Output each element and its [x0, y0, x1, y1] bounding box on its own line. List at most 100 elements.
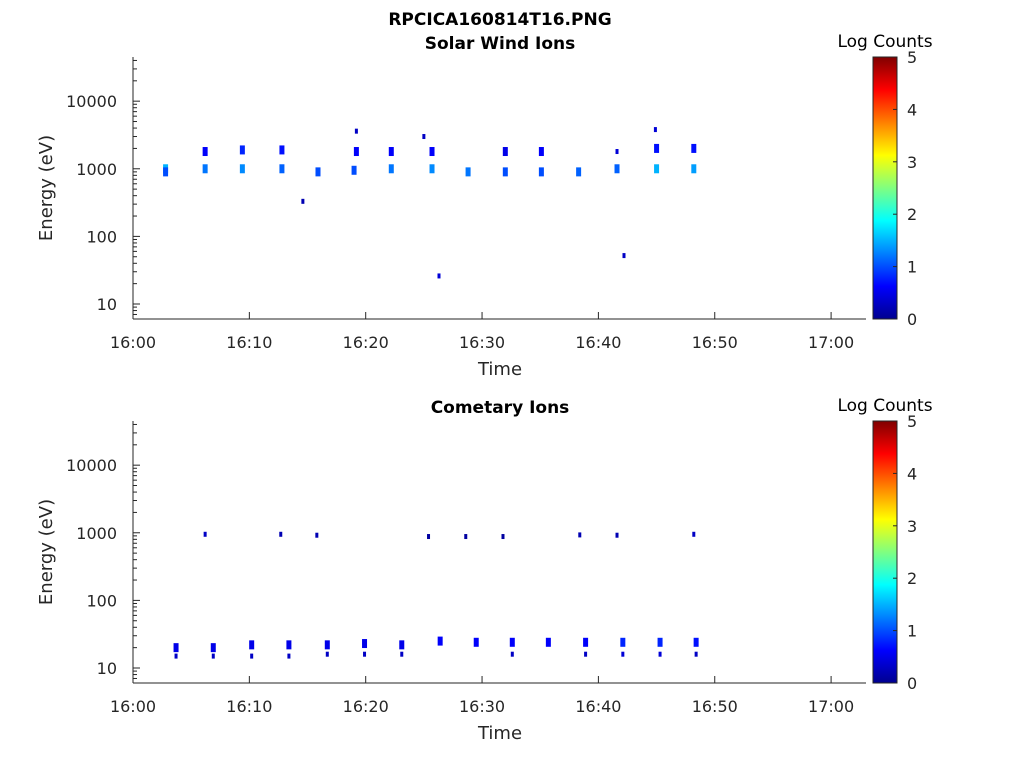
heatmap-cell [351, 165, 357, 175]
heatmap-cell [693, 637, 699, 647]
heatmap-cell [239, 164, 245, 174]
heatmap-cell [620, 637, 626, 647]
heatmap-cell [437, 273, 441, 279]
x-axis-label: Time [477, 359, 522, 380]
heatmap-cell [691, 164, 697, 174]
heatmap-cell [427, 534, 431, 540]
heatmap-cell [691, 143, 697, 153]
y-tick-label: 10000 [66, 456, 117, 475]
heatmap-cell [202, 164, 208, 174]
heatmap-cell [173, 643, 179, 653]
colorbar-tick-label: 2 [907, 205, 917, 224]
heatmap-cell [621, 651, 625, 657]
colorbar-tick-label: 0 [907, 310, 917, 329]
x-tick-label: 16:00 [110, 697, 156, 716]
y-tick-label: 10 [97, 659, 117, 678]
x-tick-label: 16:00 [110, 333, 156, 352]
colorbar-tick-label: 1 [907, 622, 917, 641]
heatmap-cell [202, 147, 208, 157]
colorbar-tick-label: 5 [907, 412, 917, 431]
colorbar-tick-label: 4 [907, 100, 917, 119]
heatmap-cell [354, 128, 358, 134]
panel-1: 16:00 16:10 16:20 16:30 16:40 16:50 17:0010100… [36, 32, 933, 380]
heatmap-cell [545, 637, 551, 647]
heatmap-cell [583, 637, 589, 647]
heatmap-cell [353, 147, 359, 157]
x-tick-label: 16:20 [343, 697, 389, 716]
x-tick-label: 16:50 [692, 697, 738, 716]
heatmap-cell [279, 145, 285, 155]
heatmap-cell [301, 198, 305, 204]
heatmap-cell [279, 531, 283, 537]
colorbar-tick-label: 4 [907, 464, 917, 483]
heatmap-cell [578, 532, 582, 538]
x-tick-label: 16:10 [226, 333, 272, 352]
x-tick-label: 17:00 [808, 697, 854, 716]
heatmap-cell [429, 164, 435, 174]
heatmap-cell [324, 640, 330, 650]
heatmap-cell [210, 643, 216, 653]
colorbar-label: Log Counts [837, 32, 932, 52]
colorbar [872, 420, 898, 684]
heatmap-cell [362, 639, 368, 649]
y-tick-label: 10 [97, 295, 117, 314]
heatmap-cell [429, 147, 435, 157]
heatmap-cell [400, 651, 404, 657]
heatmap-cell [694, 651, 698, 657]
heatmap-cell [658, 651, 662, 657]
y-tick-label: 100 [86, 227, 117, 246]
colorbar-label: Log Counts [837, 396, 932, 416]
heatmap-cell [509, 637, 515, 647]
y-tick-label: 1000 [76, 524, 117, 543]
heatmap-cell [325, 651, 329, 657]
heatmap-cell [622, 253, 626, 259]
figure-title: RPCICA160814T16.PNG [388, 10, 611, 30]
x-tick-label: 16:40 [575, 697, 621, 716]
heatmap-cell [437, 636, 443, 646]
heatmap-cell [538, 167, 544, 177]
heatmap-cell [388, 164, 394, 174]
x-tick-label: 16:30 [459, 697, 505, 716]
heatmap-cell [502, 167, 508, 177]
heatmap-cell [510, 651, 514, 657]
heatmap-cell [464, 534, 468, 540]
heatmap-cell [692, 531, 696, 537]
heatmap-cell [363, 651, 367, 657]
heatmap-cell [584, 651, 588, 657]
colorbar-tick-label: 1 [907, 258, 917, 277]
colorbar-tick-label: 2 [907, 569, 917, 588]
heatmap-cell [211, 653, 215, 659]
heatmap-cell [315, 167, 321, 177]
y-tick-label: 1000 [76, 160, 117, 179]
panel-2: 16:00 16:10 16:20 16:30 16:40 16:50 17:0010100… [36, 396, 933, 744]
x-tick-label: 16:30 [459, 333, 505, 352]
x-axis-label: Time [477, 723, 522, 744]
heatmap-cell [388, 147, 394, 157]
heatmap-cell [239, 145, 245, 155]
heatmap-cell [615, 532, 619, 538]
x-tick-label: 16:40 [575, 333, 621, 352]
heatmap-cell [279, 164, 285, 174]
y-tick-label: 10000 [66, 92, 117, 111]
heatmap-cell [163, 167, 169, 177]
panel-title: Cometary Ions [431, 398, 570, 418]
colorbar-tick-label: 5 [907, 48, 917, 67]
heatmap-cell [250, 653, 254, 659]
heatmap-cell [287, 653, 291, 659]
colorbar-tick-label: 3 [907, 517, 917, 536]
panel-title: Solar Wind Ions [425, 34, 576, 54]
x-tick-label: 16:20 [343, 333, 389, 352]
heatmap-cell [538, 147, 544, 157]
heatmap-cell [576, 167, 582, 177]
x-tick-label: 16:50 [692, 333, 738, 352]
heatmap-cell [315, 532, 319, 538]
heatmap-cell [657, 637, 663, 647]
y-tick-label: 100 [86, 591, 117, 610]
heatmap-cell [203, 531, 207, 537]
colorbar-tick-label: 3 [907, 153, 917, 172]
heatmap-cell [422, 134, 426, 140]
heatmap-cell [502, 147, 508, 157]
y-axis-label: Energy (eV) [36, 135, 57, 241]
heatmap-cell [614, 164, 620, 174]
